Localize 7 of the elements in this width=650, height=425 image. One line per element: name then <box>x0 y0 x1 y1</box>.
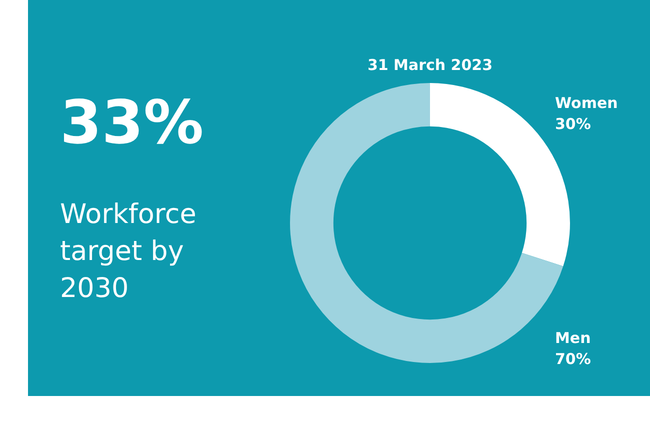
chart-title: 31 March 2023 <box>366 56 494 74</box>
data-label: 30% <box>555 114 592 135</box>
text: 33% <box>60 88 204 158</box>
slice-label: Women <box>555 93 618 114</box>
text: Workforce target by 2030 <box>60 198 198 306</box>
data-label: 70% <box>555 349 591 370</box>
slice-label: Men <box>555 328 591 349</box>
